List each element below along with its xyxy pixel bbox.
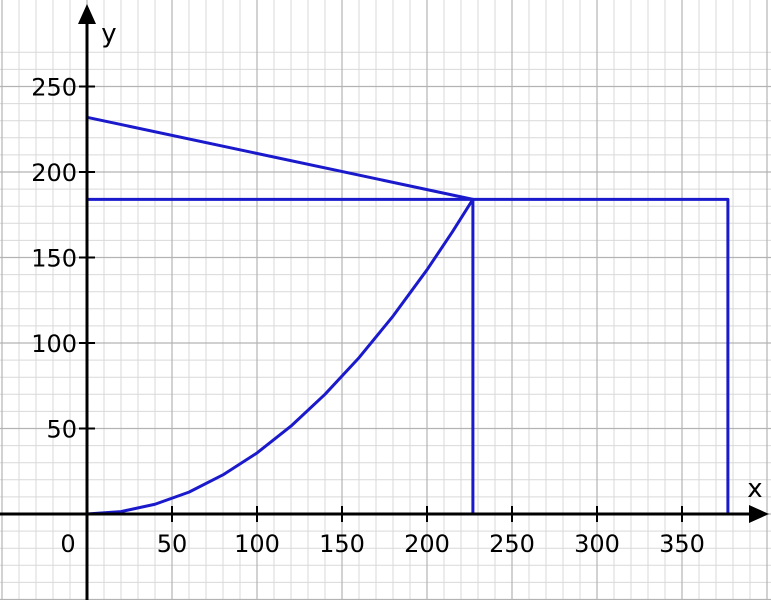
x-tick-label: 300 [574, 530, 620, 558]
series-line-4 [86, 198, 475, 516]
y-tick-label: 250 [31, 74, 77, 102]
series-line-1 [86, 115, 474, 201]
axes [0, 4, 769, 600]
y-tick-label: 200 [31, 159, 77, 187]
x-axis-label: x [747, 474, 762, 504]
x-tick-label: 250 [489, 530, 535, 558]
y-tick-label: 100 [31, 330, 77, 358]
x-tick-label: 150 [319, 530, 365, 558]
x-tick-label: 350 [659, 530, 705, 558]
axis-ticks [79, 85, 683, 522]
y-axis-label: y [101, 19, 116, 49]
series-line-2 [87, 197, 730, 514]
x-tick-label: 100 [234, 530, 280, 558]
x-axis-arrow-icon [749, 505, 769, 523]
origin-label: 0 [60, 530, 75, 558]
plot-series [86, 115, 730, 516]
y-tick-label: 150 [31, 245, 77, 273]
tick-labels: 50 100 150 200 250 300 350 50 100 150 200 250 [31, 74, 705, 559]
y-axis-arrow-icon [78, 4, 96, 24]
y-tick-label: 50 [46, 416, 77, 444]
x-tick-label: 200 [404, 530, 450, 558]
x-tick-label: 50 [157, 530, 188, 558]
